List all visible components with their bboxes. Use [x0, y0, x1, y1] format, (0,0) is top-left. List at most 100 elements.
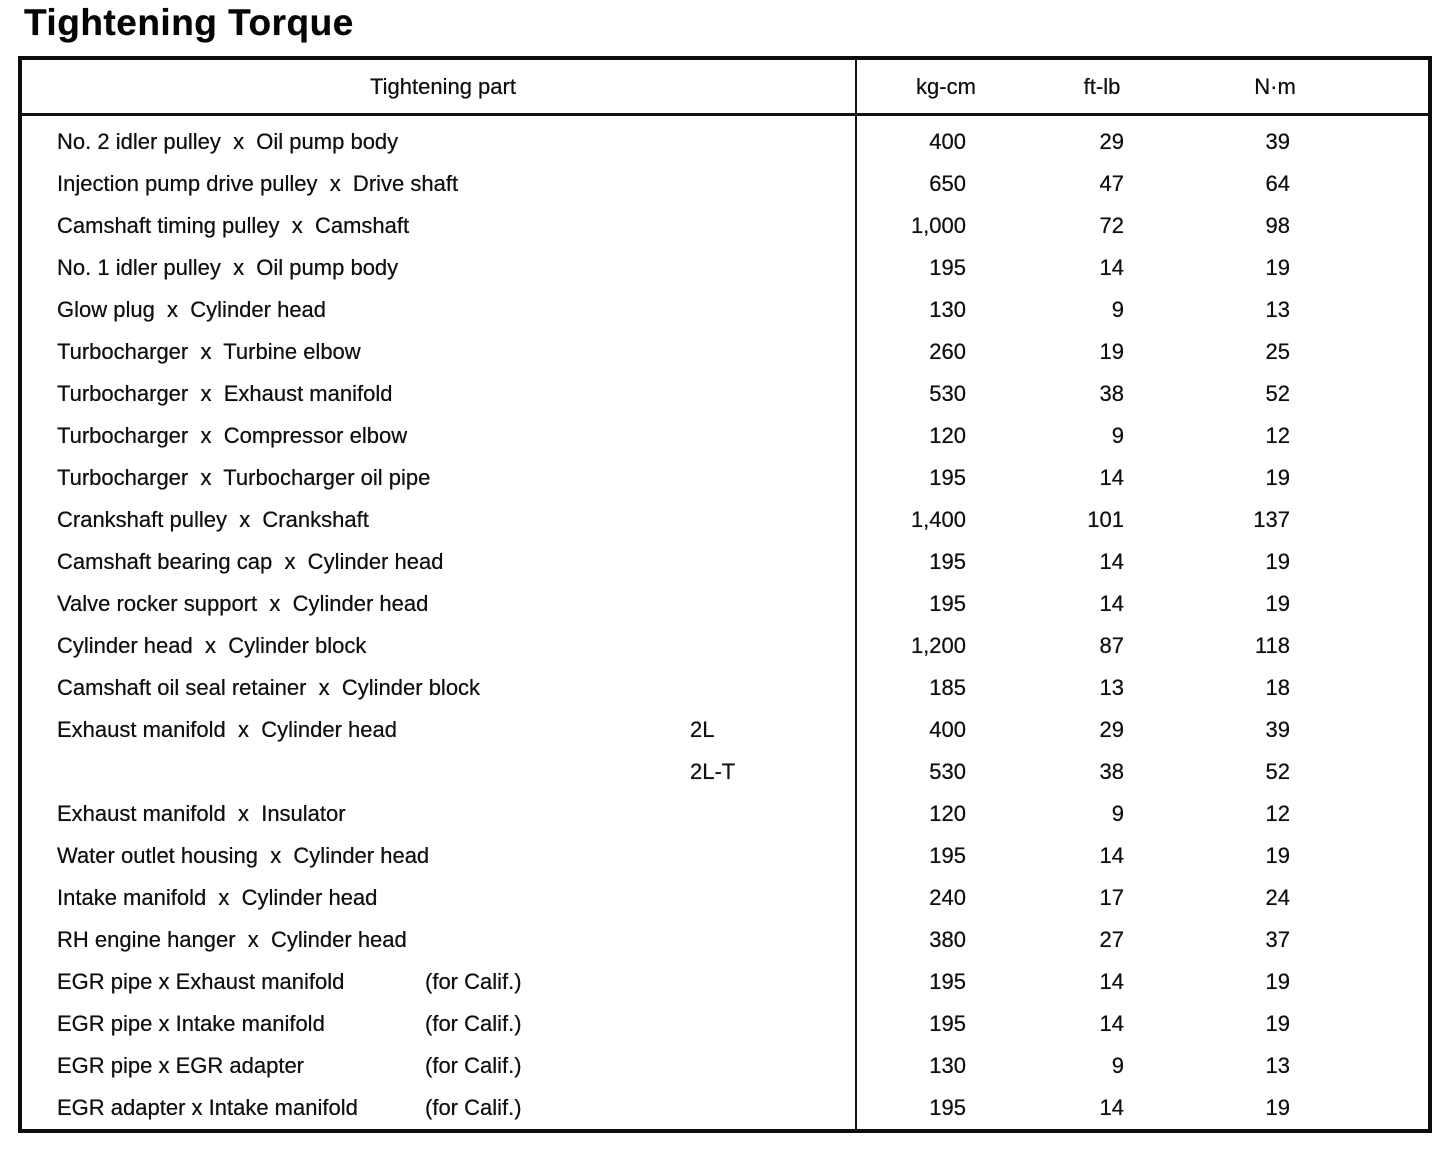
n-m-value: 19 [1265, 255, 1290, 280]
n-m-value: 64 [1265, 171, 1290, 196]
n-m-value: 13 [1265, 1053, 1290, 1078]
kg-cm-value: 260 [929, 339, 966, 364]
part-name: Turbocharger x Turbocharger oil pipe [57, 465, 431, 490]
ft-lb-value: 47 [1099, 171, 1124, 196]
ft-lb-value: 9 [1111, 297, 1124, 322]
part-name: RH engine hanger x Cylinder head [57, 927, 407, 952]
n-m-value: 39 [1265, 129, 1290, 154]
n-m-value: 18 [1265, 675, 1290, 700]
ft-lb-value: 14 [1099, 1095, 1124, 1120]
part-name: Turbocharger x Turbine elbow [57, 339, 361, 364]
table-row: Turbocharger x Exhaust manifold 530 38 5… [22, 373, 1428, 415]
column-header-n-m: N·m [1254, 73, 1296, 99]
n-m-value: 52 [1265, 381, 1290, 406]
n-m-value: 118 [1254, 633, 1290, 658]
part-name: Cylinder head x Cylinder block [57, 633, 367, 658]
table-row: RH engine hanger x Cylinder head 380 27 … [22, 919, 1428, 961]
column-header-ft-lb: ft-lb [1083, 73, 1121, 99]
n-m-value: 52 [1265, 759, 1290, 784]
n-m-value: 24 [1265, 885, 1290, 910]
table-row: No. 1 idler pulley x Oil pump body 195 1… [22, 247, 1428, 289]
ft-lb-value: 14 [1099, 255, 1124, 280]
part-name: Valve rocker support x Cylinder head [57, 591, 429, 616]
n-m-value: 12 [1265, 423, 1290, 448]
kg-cm-value: 1,400 [910, 507, 966, 532]
ft-lb-value: 29 [1099, 129, 1124, 154]
tightening-torque-table: Tightening part kg-cm ft-lb N·m No. 2 id… [18, 56, 1432, 1133]
part-name: EGR pipe x EGR adapter [57, 1053, 305, 1078]
ft-lb-value: 13 [1099, 675, 1124, 700]
table-row: EGR pipe x EGR adapter (for Calif.) 130 … [22, 1045, 1428, 1087]
kg-cm-value: 400 [929, 129, 966, 154]
part-name: Turbocharger x Compressor elbow [57, 423, 408, 448]
n-m-value: 25 [1265, 339, 1290, 364]
n-m-value: 19 [1265, 969, 1290, 994]
n-m-value: 13 [1265, 297, 1290, 322]
kg-cm-value: 195 [929, 255, 966, 280]
table-row: 2L-T 530 38 52 [22, 751, 1428, 793]
ft-lb-value: 29 [1099, 717, 1124, 742]
table-row: Turbocharger x Turbine elbow 260 19 25 [22, 331, 1428, 373]
table-row: Injection pump drive pulley x Drive shaf… [22, 163, 1428, 205]
calif-note: (for Calif.) [425, 1053, 522, 1078]
part-name: Injection pump drive pulley x Drive shaf… [57, 171, 459, 196]
ft-lb-value: 14 [1099, 1011, 1124, 1036]
ft-lb-value: 14 [1099, 969, 1124, 994]
ft-lb-value: 19 [1099, 339, 1124, 364]
kg-cm-value: 530 [929, 381, 966, 406]
table-body: No. 2 idler pulley x Oil pump body 400 2… [22, 116, 1428, 1129]
kg-cm-value: 120 [929, 423, 966, 448]
kg-cm-value: 120 [929, 801, 966, 826]
part-name: EGR adapter x Intake manifold [57, 1095, 358, 1120]
ft-lb-value: 9 [1111, 1053, 1124, 1078]
kg-cm-value: 195 [929, 1011, 966, 1036]
table-row: Turbocharger x Turbocharger oil pipe 195… [22, 457, 1428, 499]
kg-cm-value: 195 [929, 549, 966, 574]
ft-lb-value: 72 [1099, 213, 1124, 238]
part-name: Camshaft oil seal retainer x Cylinder bl… [57, 675, 481, 700]
calif-note: (for Calif.) [425, 969, 522, 994]
n-m-value: 98 [1265, 213, 1290, 238]
table-row: Glow plug x Cylinder head 130 9 13 [22, 289, 1428, 331]
engine-variant-label: 2L-T [690, 759, 736, 784]
part-name: Exhaust manifold x Insulator [57, 801, 346, 826]
kg-cm-value: 130 [929, 297, 966, 322]
ft-lb-value: 9 [1111, 423, 1124, 448]
kg-cm-value: 195 [929, 843, 966, 868]
kg-cm-value: 185 [929, 675, 966, 700]
kg-cm-value: 195 [929, 591, 966, 616]
engine-variant-label: 2L [690, 717, 715, 742]
calif-note: (for Calif.) [425, 1095, 522, 1120]
table-row: Camshaft oil seal retainer x Cylinder bl… [22, 667, 1428, 709]
kg-cm-value: 400 [929, 717, 966, 742]
table-row: Cylinder head x Cylinder block 1,200 87 … [22, 625, 1428, 667]
kg-cm-value: 195 [929, 969, 966, 994]
ft-lb-value: 87 [1099, 633, 1124, 658]
table-row: Water outlet housing x Cylinder head 195… [22, 835, 1428, 877]
kg-cm-value: 1,200 [910, 633, 966, 658]
table-row: EGR pipe x Intake manifold (for Calif.) … [22, 1003, 1428, 1045]
table-row: Camshaft timing pulley x Camshaft 1,000 … [22, 205, 1428, 247]
ft-lb-value: 38 [1099, 759, 1124, 784]
ft-lb-value: 101 [1087, 507, 1124, 532]
column-divider-line [855, 60, 857, 1129]
n-m-value: 39 [1265, 717, 1290, 742]
ft-lb-value: 38 [1099, 381, 1124, 406]
n-m-value: 137 [1253, 507, 1290, 532]
n-m-value: 37 [1265, 927, 1290, 952]
page-title: Tightening Torque [24, 2, 354, 43]
calif-note: (for Calif.) [425, 1011, 522, 1036]
table-row: Intake manifold x Cylinder head 240 17 2… [22, 877, 1428, 919]
part-name: Camshaft timing pulley x Camshaft [57, 213, 410, 238]
kg-cm-value: 650 [929, 171, 966, 196]
kg-cm-value: 530 [929, 759, 966, 784]
n-m-value: 19 [1265, 1095, 1290, 1120]
column-header-tightening-part: Tightening part [370, 73, 516, 99]
table-row: Exhaust manifold x Insulator 120 9 12 [22, 793, 1428, 835]
kg-cm-value: 380 [929, 927, 966, 952]
part-name: Exhaust manifold x Cylinder head [57, 717, 397, 742]
part-name: EGR pipe x Intake manifold [57, 1011, 325, 1036]
n-m-value: 19 [1265, 843, 1290, 868]
part-name: No. 1 idler pulley x Oil pump body [57, 255, 399, 280]
ft-lb-value: 14 [1099, 591, 1124, 616]
